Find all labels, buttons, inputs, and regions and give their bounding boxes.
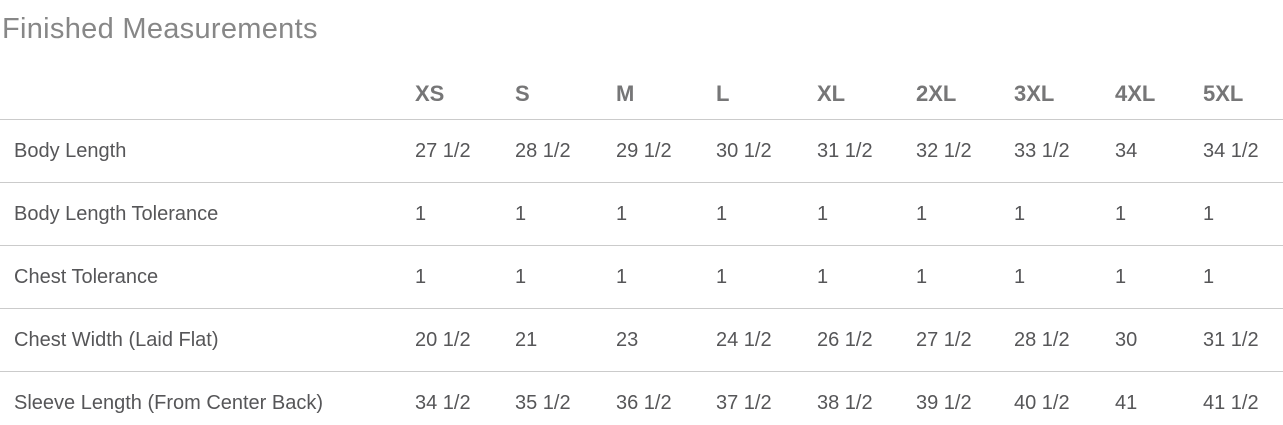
measurement-cell: 24 1/2 <box>716 308 817 372</box>
measurement-cell: 39 1/2 <box>916 391 972 414</box>
measurement-cell: 1 <box>916 182 1014 246</box>
measurement-cell: 35 1/2 <box>515 391 571 414</box>
measurement-cell: 26 1/2 <box>817 308 916 372</box>
measurement-cell: 40 1/2 <box>1014 391 1070 414</box>
measurement-cell: 1 <box>1014 182 1115 246</box>
measurement-cell: 32 1/2 <box>916 119 1014 183</box>
measurement-cell: 34 1/2 <box>1203 119 1283 183</box>
measurement-cell: 1 <box>415 182 515 246</box>
measurement-cell: 1 <box>716 182 817 246</box>
size-header-row: XS S M L XL 2XL 3XL 4XL 5XL <box>0 46 1283 120</box>
measurement-cell: 1 <box>616 245 716 309</box>
measurement-cell: 20 1/2 <box>415 308 515 372</box>
measurement-cell: 1 <box>1115 245 1203 309</box>
measurement-cell: 29 1/2 <box>616 119 716 183</box>
measurement-cell: 1 <box>817 182 916 246</box>
row-label: Body Length Tolerance <box>0 182 415 246</box>
table-row-chest-tolerance: Chest Tolerance 1 1 1 1 1 1 1 1 1 <box>0 245 1283 309</box>
measurement-cell: 1 <box>616 182 716 246</box>
measurement-cell: 37 1/2 <box>716 391 772 414</box>
size-header-xl: XL <box>817 46 916 120</box>
size-header-xs: XS <box>415 46 515 120</box>
measurement-cell: 1 <box>716 245 817 309</box>
measurement-cell: 1 <box>1203 245 1283 309</box>
measurement-cell: 41 <box>1115 391 1138 414</box>
measurement-cell: 31 1/2 <box>1203 308 1283 372</box>
measurement-cell: 30 1/2 <box>716 119 817 183</box>
row-label: Chest Tolerance <box>0 245 415 309</box>
measurement-cell: 30 <box>1115 308 1203 372</box>
row-label: Sleeve Length (From Center Back) <box>14 391 324 414</box>
row-label-header <box>0 46 415 120</box>
page-title: Finished Measurements <box>2 13 318 45</box>
measurement-cell: 31 1/2 <box>817 119 916 183</box>
measurement-cell: 34 1/2 <box>415 391 471 414</box>
measurement-cell: 41 1/2 <box>1203 391 1259 414</box>
size-header-4xl: 4XL <box>1115 46 1203 120</box>
measurement-cell: 23 <box>616 308 716 372</box>
measurement-cell: 33 1/2 <box>1014 119 1115 183</box>
measurement-cell: 1 <box>515 245 616 309</box>
measurement-cell: 28 1/2 <box>515 119 616 183</box>
finished-measurements-table: XS S M L XL 2XL 3XL 4XL 5XL Body Length … <box>0 46 1283 425</box>
row-label: Body Length <box>0 119 415 183</box>
size-header-s: S <box>515 46 616 120</box>
size-header-2xl: 2XL <box>916 46 1014 120</box>
measurement-cell: 36 1/2 <box>616 391 672 414</box>
measurement-cell: 1 <box>1203 182 1283 246</box>
size-header-5xl: 5XL <box>1203 46 1283 120</box>
measurement-cell: 28 1/2 <box>1014 308 1115 372</box>
measurement-cell: 27 1/2 <box>916 308 1014 372</box>
measurement-cell: 38 1/2 <box>817 391 873 414</box>
table-row-body-length: Body Length 27 1/2 28 1/2 29 1/2 30 1/2 … <box>0 119 1283 183</box>
measurement-cell: 1 <box>817 245 916 309</box>
measurement-cell: 21 <box>515 308 616 372</box>
size-header-m: M <box>616 46 716 120</box>
measurement-cell: 1 <box>515 182 616 246</box>
measurement-cell: 34 <box>1115 119 1203 183</box>
table-row-chest-width: Chest Width (Laid Flat) 20 1/2 21 23 24 … <box>0 308 1283 372</box>
measurement-cell: 1 <box>415 245 515 309</box>
table-row-sleeve-length: Sleeve Length (From Center Back) 34 1/2 … <box>0 372 1283 425</box>
row-label: Chest Width (Laid Flat) <box>0 308 415 372</box>
measurement-cell: 1 <box>1115 182 1203 246</box>
measurement-cell: 1 <box>916 245 1014 309</box>
measurement-cell: 1 <box>1014 245 1115 309</box>
size-header-3xl: 3XL <box>1014 46 1115 120</box>
measurement-cell: 27 1/2 <box>415 119 515 183</box>
table-row-body-length-tolerance: Body Length Tolerance 1 1 1 1 1 1 1 1 1 <box>0 182 1283 246</box>
size-header-l: L <box>716 46 817 120</box>
